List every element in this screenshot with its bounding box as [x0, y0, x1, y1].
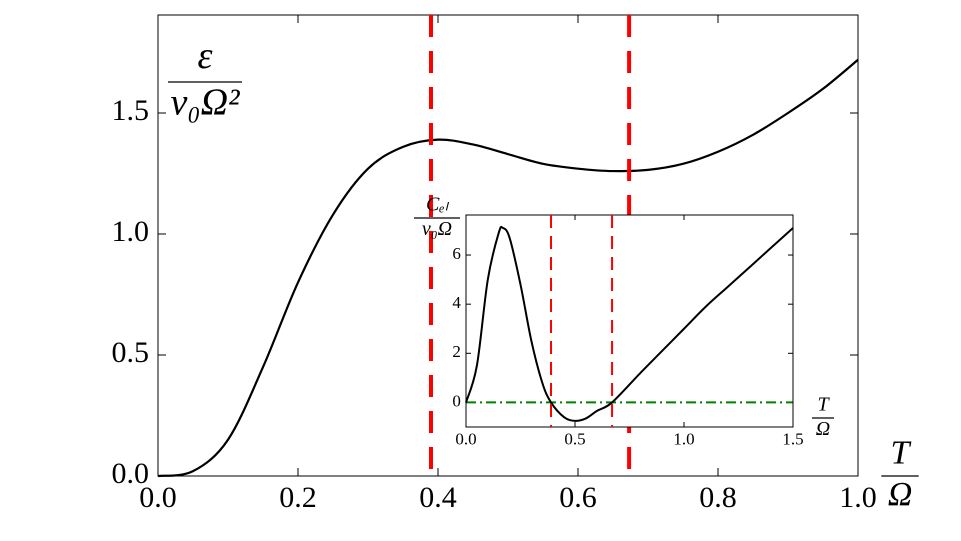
y-tick-label: 6	[452, 244, 461, 263]
ylabel-numerator: Cₑₗ	[426, 194, 450, 216]
ylabel-denominator: ν₀Ω²	[171, 81, 241, 123]
plot-area: 0.0 0.5 1.0 1.5 0 2 4 6	[452, 214, 804, 449]
data-line	[157, 58, 859, 478]
y-tick-label: 0	[452, 391, 461, 410]
xlabel-numerator: T	[891, 434, 912, 471]
y-tick-label: 1.5	[112, 94, 150, 127]
y-tick-label: 0.0	[112, 457, 150, 490]
x-tick-label: 1.5	[782, 430, 803, 449]
y-tick-label: 0.5	[112, 336, 150, 369]
x-tick-label: 0.0	[139, 481, 177, 514]
x-tick-label: 0.4	[419, 481, 457, 514]
xlabel-numerator: T	[817, 394, 830, 416]
x-tick-label: 1.0	[673, 430, 694, 449]
axes-background	[466, 215, 793, 427]
x-tick-label: 0.6	[559, 481, 597, 514]
axes-frame	[157, 14, 859, 477]
ylabel-denominator: ν₀Ω	[422, 218, 452, 240]
data-line	[465, 225, 794, 422]
x-tick-label: 0.5	[564, 430, 585, 449]
y-tick-label: 2	[452, 342, 461, 361]
xlabel-denominator: Ω	[888, 476, 913, 513]
x-tick-label: 0.2	[279, 481, 317, 514]
axes-frame	[465, 214, 794, 428]
x-tick-label: 1.0	[839, 481, 877, 514]
ylabel-numerator: ε	[198, 35, 213, 77]
x-tick-label: 0.8	[699, 481, 737, 514]
x-tick-label: 0.0	[455, 430, 476, 449]
xlabel-denominator: Ω	[816, 418, 830, 440]
y-tick-label: 4	[452, 293, 461, 312]
y-tick-label: 1.0	[112, 215, 150, 248]
